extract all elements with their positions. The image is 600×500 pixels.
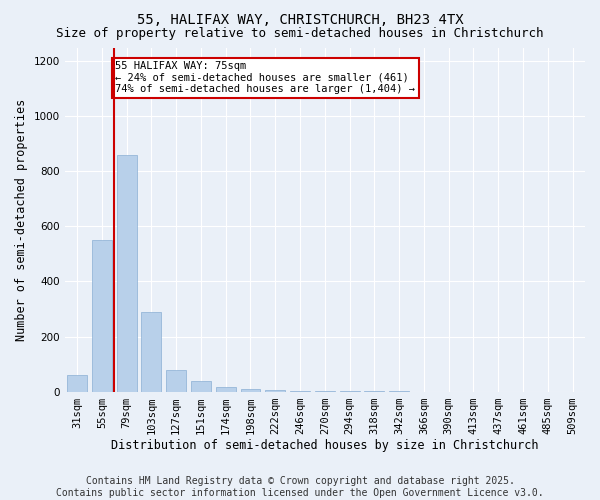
- Bar: [67, 375, 87, 392]
- Bar: [166, 370, 186, 392]
- Bar: [92, 240, 112, 392]
- Text: Size of property relative to semi-detached houses in Christchurch: Size of property relative to semi-detach…: [56, 28, 544, 40]
- Bar: [191, 380, 211, 392]
- Bar: [290, 391, 310, 392]
- X-axis label: Distribution of semi-detached houses by size in Christchurch: Distribution of semi-detached houses by …: [111, 440, 539, 452]
- Bar: [216, 386, 236, 392]
- Bar: [142, 312, 161, 392]
- Bar: [315, 391, 335, 392]
- Bar: [117, 155, 137, 392]
- Text: 55 HALIFAX WAY: 75sqm
← 24% of semi-detached houses are smaller (461)
74% of sem: 55 HALIFAX WAY: 75sqm ← 24% of semi-deta…: [115, 62, 415, 94]
- Text: Contains HM Land Registry data © Crown copyright and database right 2025.
Contai: Contains HM Land Registry data © Crown c…: [56, 476, 544, 498]
- Y-axis label: Number of semi-detached properties: Number of semi-detached properties: [15, 98, 28, 340]
- Bar: [241, 389, 260, 392]
- Bar: [265, 390, 285, 392]
- Text: 55, HALIFAX WAY, CHRISTCHURCH, BH23 4TX: 55, HALIFAX WAY, CHRISTCHURCH, BH23 4TX: [137, 12, 463, 26]
